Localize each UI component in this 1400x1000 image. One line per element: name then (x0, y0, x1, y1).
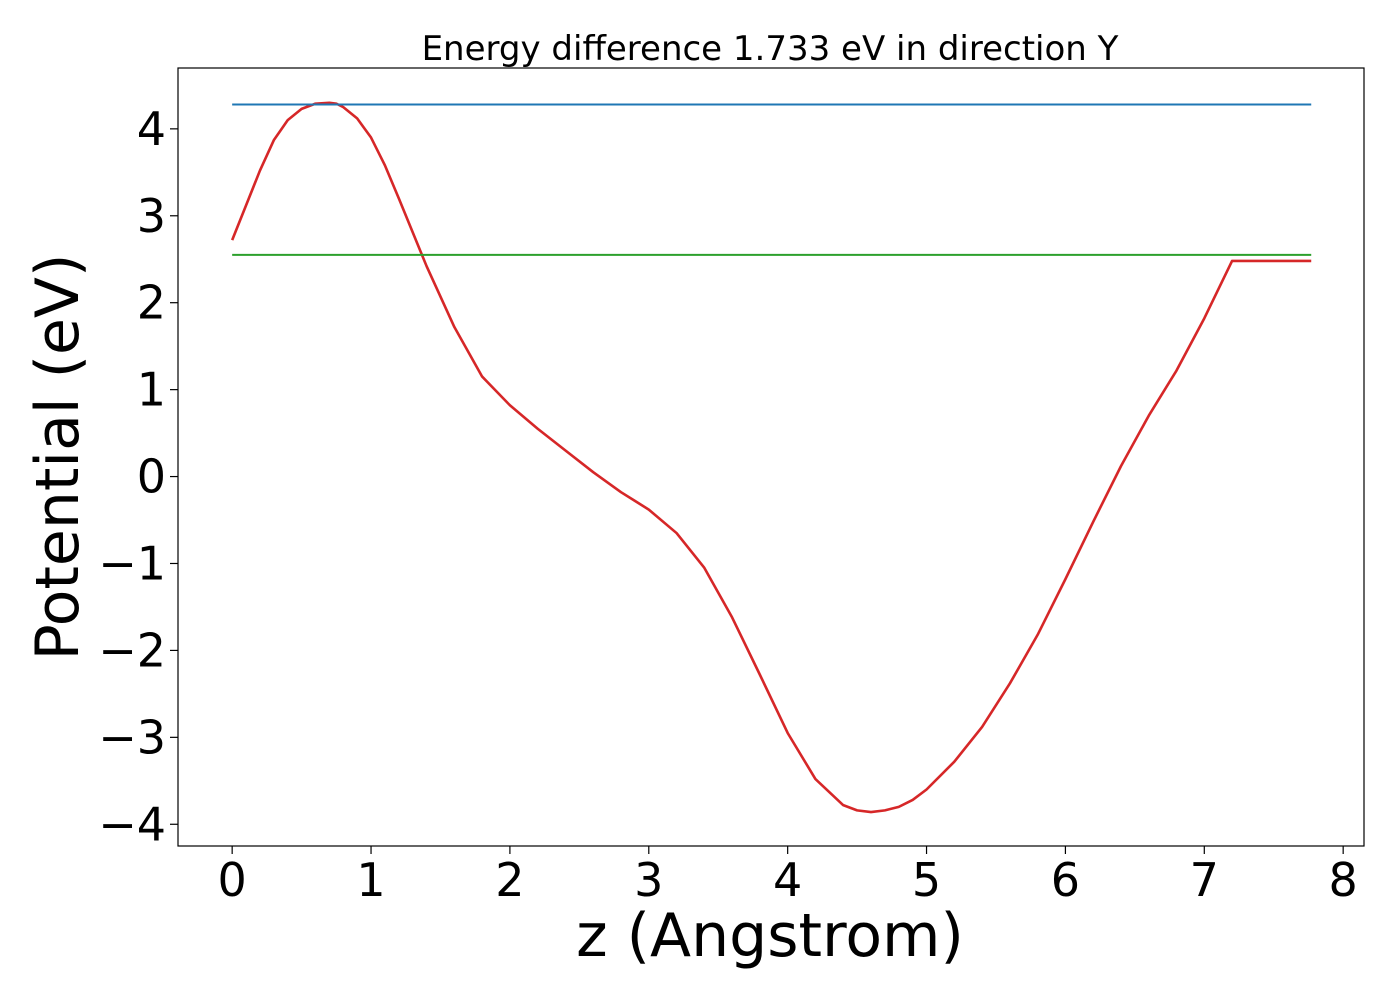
y-tick-label: 3 (137, 189, 166, 243)
x-tick-label: 2 (495, 853, 524, 907)
x-tick-label: 6 (1051, 853, 1080, 907)
y-tick-label: −1 (98, 536, 166, 590)
series-line-0 (230, 101, 1312, 814)
y-tick-label: −3 (98, 710, 166, 764)
y-tick-label: −4 (98, 797, 166, 851)
series-layer (230, 101, 1312, 814)
y-axis: −4 −3 −2 −1 0 1 2 3 4 (98, 102, 178, 851)
x-tick-label: 0 (218, 853, 247, 907)
x-tick-label: 5 (912, 853, 941, 907)
x-axis-label: z (Angstrom) (576, 901, 964, 971)
y-tick-label: −2 (98, 623, 166, 677)
y-tick-label: 2 (137, 276, 166, 330)
x-tick-label: 4 (773, 853, 802, 907)
plot-frame (177, 67, 1365, 847)
x-tick-label: 3 (634, 853, 663, 907)
x-tick-label: 8 (1329, 853, 1358, 907)
x-tick-label: 1 (356, 853, 385, 907)
y-tick-label: 4 (137, 102, 166, 156)
y-tick-label: 0 (137, 450, 166, 504)
chart-title: Energy difference 1.733 eV in direction … (422, 29, 1119, 69)
y-axis-label: Potential (eV) (23, 254, 93, 661)
x-axis: 0 1 2 3 4 5 6 7 8 (218, 846, 1358, 907)
y-tick-label: 1 (137, 363, 166, 417)
x-tick-label: 7 (1190, 853, 1219, 907)
